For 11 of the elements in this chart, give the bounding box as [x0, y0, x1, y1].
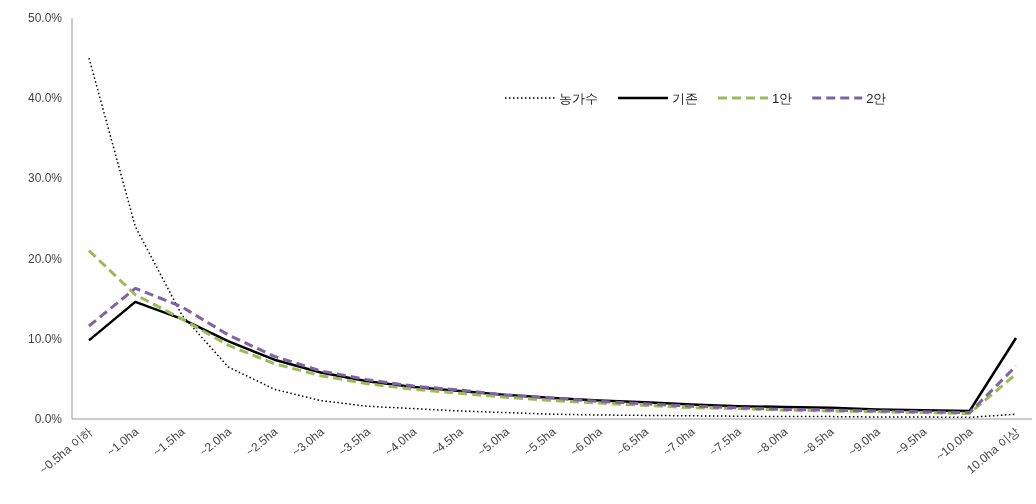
- legend-label: 2안: [866, 91, 887, 106]
- y-tick-label: 30.0%: [27, 171, 63, 186]
- legend-label: 기존: [672, 91, 698, 106]
- line-series: [88, 57, 1017, 419]
- y-tick-label: 50.0%: [27, 11, 63, 25]
- y-tick-label: 20.0%: [27, 251, 63, 266]
- y-tick-label: 40.0%: [27, 91, 63, 106]
- y-tick-label: 10.0%: [27, 331, 63, 346]
- legend-label: 농가수: [559, 91, 598, 106]
- legend-label: 1안: [772, 91, 793, 106]
- y-tick-label: 0.0%: [34, 412, 63, 426]
